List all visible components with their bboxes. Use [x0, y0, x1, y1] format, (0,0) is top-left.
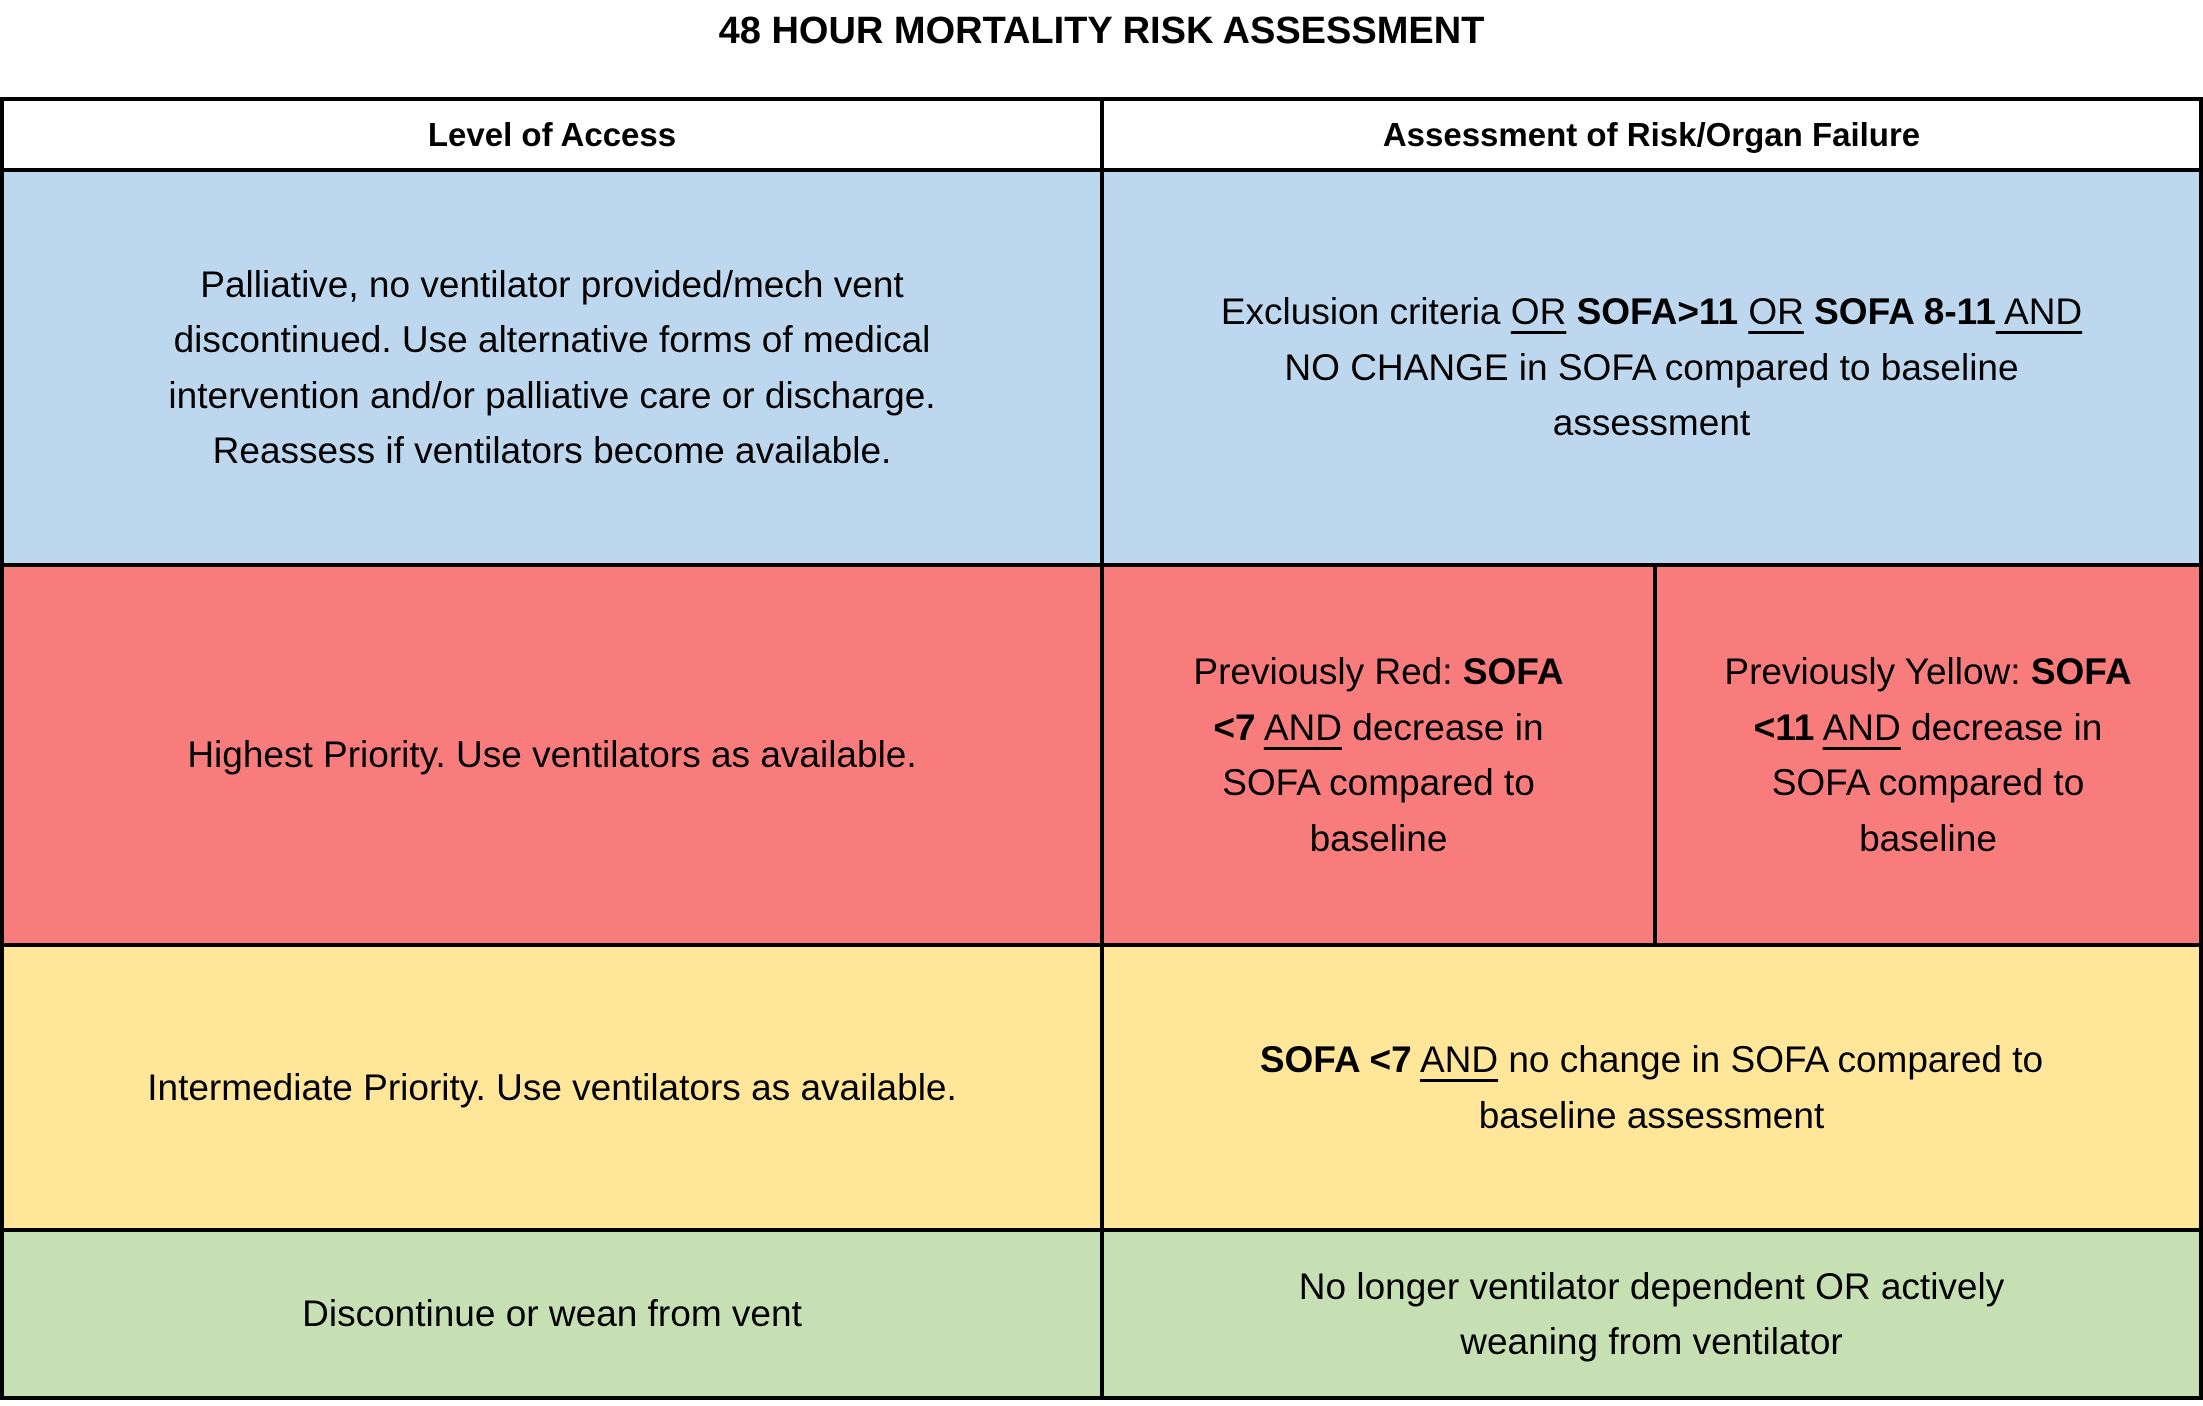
risk-assessment-table: Level of Access Assessment of Risk/Organ… [0, 97, 2203, 1400]
table-row-intermediate-priority: Intermediate Priority. Use ventilators a… [4, 943, 2199, 1228]
table-row-highest-priority: Highest Priority. Use ventilators as ava… [4, 563, 2199, 943]
cell-intermediate-priority-assessment: SOFA <7 AND no change in SOFA compared t… [1259, 1039, 2044, 1136]
cell-highest-priority-assessment: Previously Red: SOFA <7 AND decrease in … [1104, 567, 2199, 943]
table-row-discontinue: Discontinue or wean from vent No longer … [4, 1228, 2199, 1396]
cell-highest-priority-level-of-access: Highest Priority. Use ventilators as ava… [4, 567, 1104, 943]
cell-discontinue-level-of-access: Discontinue or wean from vent [4, 1232, 1104, 1396]
header-row: Level of Access Assessment of Risk/Organ… [4, 101, 2199, 168]
page-title: 48 HOUR MORTALITY RISK ASSESSMENT [718, 10, 1485, 52]
cell-palliative-assessment: Exclusion criteria OR SOFA>11 OR SOFA 8-… [1220, 291, 2083, 444]
cell-palliative-level-of-access: Palliative, no ventilator provided/mech … [4, 172, 1104, 563]
cell-intermediate-priority-level-of-access: Intermediate Priority. Use ventilators a… [4, 947, 1104, 1228]
cell-previously-red-criteria: Previously Red: SOFA <7 AND decrease in … [1104, 567, 1657, 943]
cell-previously-yellow-criteria: Previously Yellow: SOFA <11 AND decrease… [1724, 651, 2132, 859]
cell-discontinue-assessment: No longer ventilator dependent OR active… [1298, 1265, 2005, 1363]
table-row-palliative: Palliative, no ventilator provided/mech … [4, 168, 2199, 563]
column-header-assessment-of-risk: Assessment of Risk/Organ Failure [1104, 101, 2199, 168]
column-header-level-of-access: Level of Access [4, 101, 1104, 168]
